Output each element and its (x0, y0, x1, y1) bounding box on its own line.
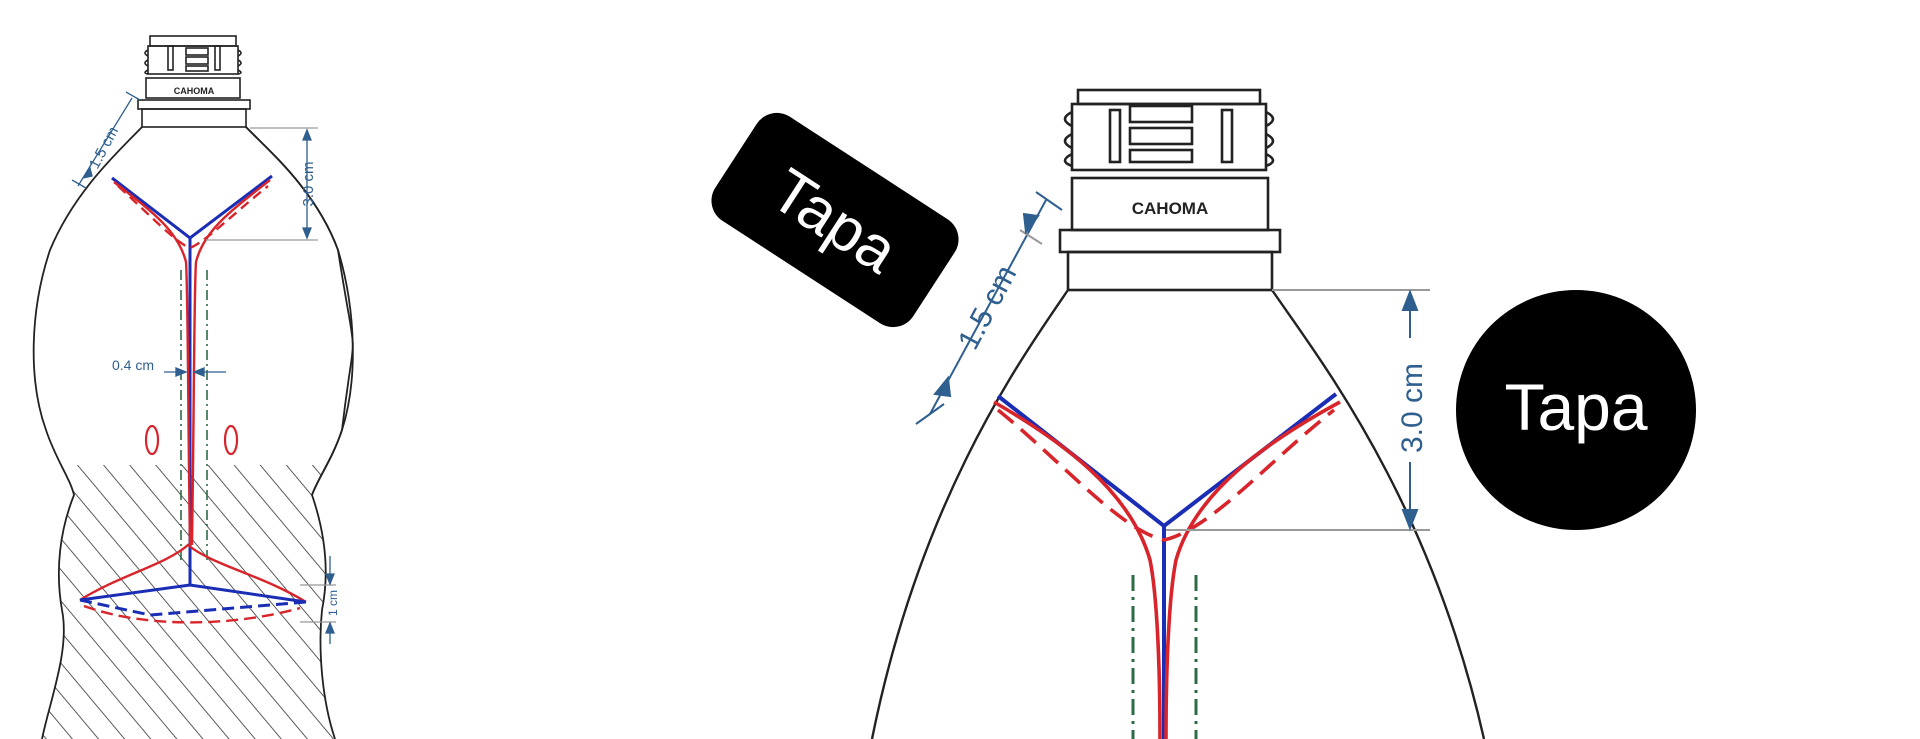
zoom-dim-neck-label: 1.5 cm (952, 260, 1023, 355)
zoom-cut-lines (993, 392, 1341, 739)
dim-base-label: 1 cm (326, 590, 340, 616)
dim-base-left (300, 556, 336, 644)
dim-shoulder-label: 3.0 cm (300, 161, 317, 206)
center-guide-lines (180, 270, 208, 560)
zoomed-neck-diagram: CAHOMA 1.5 cm (870, 88, 1486, 739)
dim-gap-label: 0.4 cm (112, 357, 154, 373)
full-bottle-diagram: CAHOMA (32, 35, 354, 739)
zoom-dim-shoulder (1166, 289, 1430, 531)
dim-gap-left (164, 367, 226, 377)
zoom-brand-logo: CAHOMA (1132, 199, 1209, 218)
brand-logo: CAHOMA (174, 86, 215, 96)
dim-shoulder-left (206, 127, 318, 241)
zoom-center-guide-lines (1131, 575, 1198, 739)
tag-circle: Tapa (1456, 290, 1696, 530)
bottom-cut-lines (79, 543, 307, 624)
top-cut-lines (111, 174, 273, 585)
zoom-dim-neck (915, 191, 1063, 425)
cap-threads (137, 35, 251, 128)
dim-neck-left (71, 91, 141, 189)
dim-neck-label: 1.5 cm (86, 124, 122, 172)
zoom-cap-threads (1058, 88, 1282, 292)
tag-circle-label: Tapa (1504, 370, 1647, 444)
hole-marker-left (144, 424, 160, 456)
zoom-dim-shoulder-label: 3.0 cm (1396, 363, 1429, 453)
zoom-bottle-outline (870, 289, 1486, 739)
hole-marker-right (223, 424, 239, 456)
tag-rectangle: Tapa (711, 112, 959, 328)
